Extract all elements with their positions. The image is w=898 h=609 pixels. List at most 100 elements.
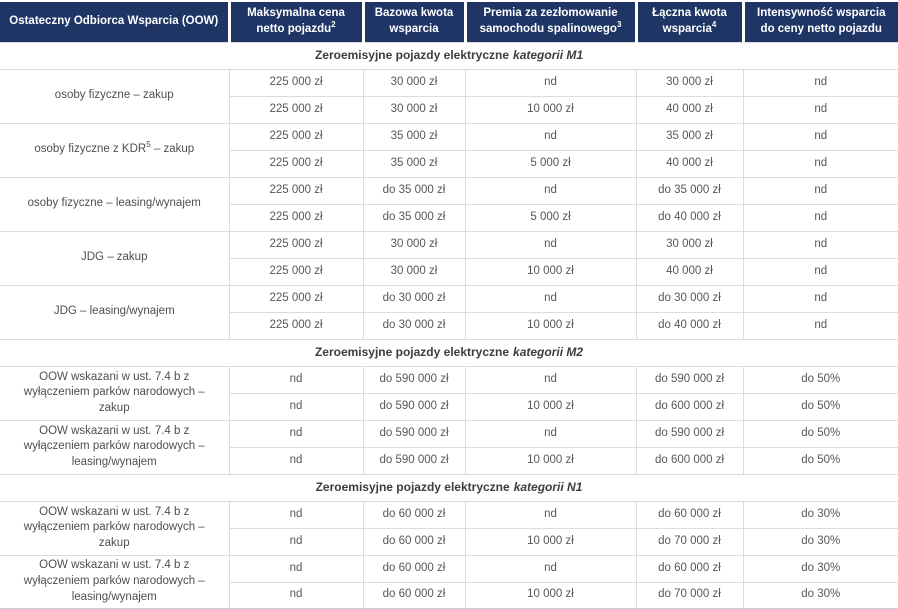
value-cell: 5 000 zł	[464, 203, 637, 232]
value-cell: 10 000 zł	[464, 257, 637, 286]
value-cell: 5 000 zł	[464, 149, 637, 178]
value-cell: 30 000 zł	[635, 230, 744, 259]
value-cell: do 30 000 zł	[362, 311, 466, 340]
col-header-intensity: Intensywność wsparcia do ceny netto poja…	[741, 2, 898, 42]
col-header-scrap-bonus-label: Premia za zezłomowanie samochodu spalino…	[479, 7, 618, 35]
value-cell: nd	[464, 500, 637, 529]
value-cell: do 60 000 zł	[635, 554, 744, 583]
table-row: osoby fizyczne – leasing/wynajem 225 000 …	[0, 176, 898, 232]
value-cell: do 70 000 zł	[635, 527, 744, 556]
col-header-scrap-bonus: Premia za zezłomowanie samochodu spalino…	[463, 2, 636, 42]
value-cell: 30 000 zł	[362, 257, 466, 286]
value-cell: 10 000 zł	[464, 581, 637, 609]
value-cell: do 30 000 zł	[635, 284, 744, 313]
value-cell: nd	[229, 581, 364, 609]
value-cell: do 590 000 zł	[362, 392, 466, 421]
value-cell: 225 000 zł	[228, 176, 364, 205]
group-label-text: JDG – leasing/wynajem	[53, 305, 175, 318]
group-label-text-post: – zakup	[150, 143, 195, 156]
value-cell: 40 000 zł	[635, 95, 744, 124]
group-label-text: OOW wskazani w ust. 7.4 b z wyłączeniem …	[23, 424, 205, 468]
value-cell: do 50%	[742, 392, 898, 421]
table-row: JDG – zakup 225 000 zł 30 000 zł nd 30 000 z…	[0, 230, 898, 286]
col-header-max-price: Maksymalna cena netto pojazdu2	[227, 2, 363, 42]
value-cell: 225 000 zł	[228, 284, 364, 313]
group-label-cell: JDG – leasing/wynajem	[0, 284, 230, 340]
value-cell: do 60 000 zł	[635, 500, 744, 529]
table-body: Zeroemisyjne pojazdy elektryczne kategori…	[0, 41, 898, 609]
value-cell: nd	[464, 122, 637, 151]
section-row: Zeroemisyjne pojazdy elektryczne kategori…	[0, 41, 898, 70]
group-label-text: osoby fizyczne – zakup	[54, 89, 174, 102]
table-row: osoby fizyczne z KDR5 – zakup 225 000 zł 3…	[0, 122, 898, 178]
value-cell: do 590 000 zł	[635, 419, 744, 448]
value-cell: do 35 000 zł	[362, 176, 466, 205]
value-cell: 225 000 zł	[229, 149, 364, 178]
group-label-text: osoby fizyczne z KDR	[34, 143, 147, 156]
table-row: osoby fizyczne – zakup 225 000 zł 30 000 z…	[0, 68, 898, 124]
value-cell: do 35 000 zł	[362, 203, 466, 232]
value-cell: do 70 000 zł	[635, 581, 744, 609]
group-label-cell: OOW wskazani w ust. 7.4 b z wyłączeniem …	[0, 365, 230, 421]
col-header-intensity-label: Intensywność wsparcia do ceny netto poja…	[757, 7, 886, 35]
value-cell: 225 000 zł	[228, 68, 364, 97]
value-cell: nd	[464, 284, 637, 313]
section-row: Zeroemisyjne pojazdy elektryczne kategori…	[0, 338, 898, 367]
value-cell: 35 000 zł	[362, 122, 466, 151]
value-cell: 35 000 zł	[362, 149, 466, 178]
col-header-scrap-bonus-sup: 3	[616, 19, 622, 29]
value-cell: do 590 000 zł	[362, 419, 466, 448]
value-cell: do 50%	[742, 446, 898, 475]
value-cell: 10 000 zł	[464, 311, 637, 340]
value-cell: nd	[742, 203, 898, 232]
value-cell: 225 000 zł	[228, 122, 364, 151]
value-cell: do 60 000 zł	[362, 554, 466, 583]
value-cell: nd	[464, 419, 637, 448]
value-cell: do 30%	[742, 554, 898, 583]
value-cell: nd	[742, 149, 898, 178]
group-label-cell: osoby fizyczne – leasing/wynajem	[0, 176, 230, 232]
section-category-label: kategorii M2	[513, 345, 584, 360]
col-header-max-price-sup: 2	[331, 19, 336, 29]
header-row: Ostateczny Odbiorca Wsparcia (OOW) Maksy…	[0, 2, 898, 42]
value-cell: do 35 000 zł	[635, 176, 744, 205]
value-cell: nd	[464, 68, 637, 97]
section-title: Zeroemisyjne pojazdy elektryczne kategori…	[0, 473, 898, 502]
col-header-max-price-label: Maksymalna cena netto pojazdu	[247, 7, 345, 35]
value-cell: 35 000 zł	[635, 122, 744, 151]
section-category-label: kategorii M1	[513, 48, 584, 63]
value-cell: do 50%	[742, 419, 898, 448]
value-cell: 30 000 zł	[362, 230, 466, 259]
value-cell: 40 000 zł	[635, 257, 744, 286]
value-cell: nd	[228, 500, 364, 529]
value-cell: nd	[228, 365, 364, 394]
value-cell: 225 000 zł	[228, 230, 364, 259]
value-cell: 225 000 zł	[229, 95, 364, 124]
value-cell: nd	[742, 95, 898, 124]
value-cell: 225 000 zł	[229, 311, 364, 340]
group-label-text: OOW wskazani w ust. 7.4 b z wyłączeniem …	[23, 505, 205, 549]
value-cell: do 40 000 zł	[635, 203, 744, 232]
group-label-cell: osoby fizyczne – zakup	[0, 68, 230, 124]
value-cell: do 30%	[742, 527, 898, 556]
table-row: 225 000 zł 35 000 zł 5 000 zł 40 000 zł nd	[0, 149, 898, 178]
value-cell: 10 000 zł	[464, 95, 637, 124]
value-cell: do 600 000 zł	[635, 392, 744, 421]
value-cell: nd	[464, 176, 637, 205]
value-cell: 10 000 zł	[464, 527, 637, 556]
value-cell: do 30%	[742, 581, 898, 609]
value-cell: do 40 000 zł	[635, 311, 744, 340]
table-row: OOW wskazani w ust. 7.4 b z wyłączeniem …	[0, 500, 898, 556]
value-cell: do 50%	[742, 365, 898, 394]
value-cell: nd	[742, 122, 898, 151]
section-title: Zeroemisyjne pojazdy elektryczne kategori…	[0, 338, 898, 367]
col-header-total-amount-sup: 4	[711, 19, 717, 29]
value-cell: nd	[228, 419, 364, 448]
group-label-text: osoby fizyczne – leasing/wynajem	[27, 197, 201, 210]
value-cell: do 60 000 zł	[362, 527, 466, 556]
value-cell: 10 000 zł	[464, 392, 637, 421]
value-cell: nd	[742, 68, 898, 97]
value-cell: do 60 000 zł	[362, 500, 466, 529]
